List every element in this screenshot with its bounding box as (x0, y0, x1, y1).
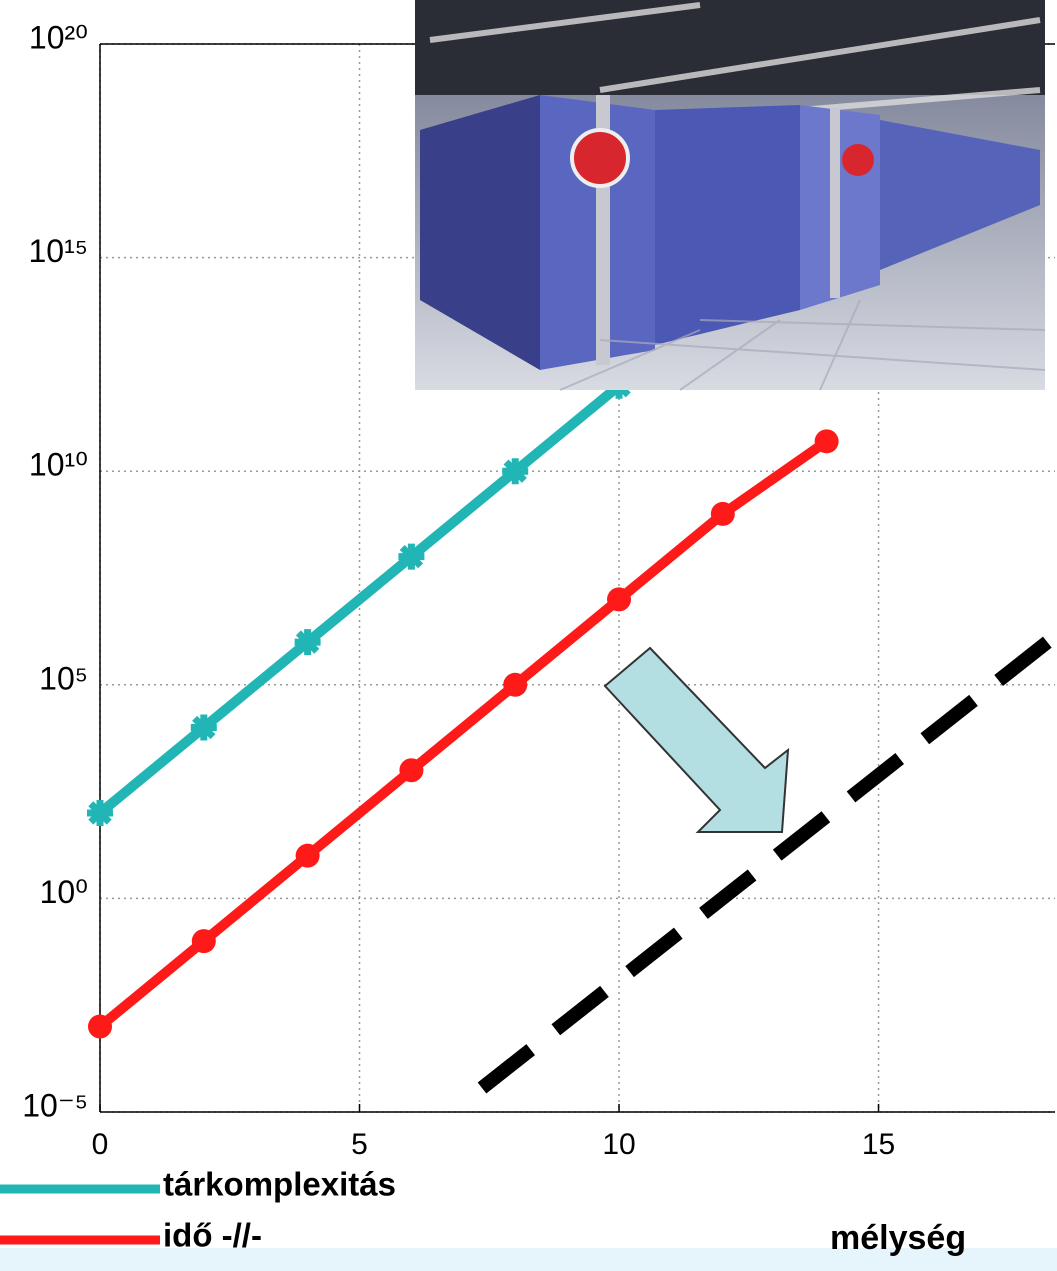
point (191, 715, 217, 741)
x-tick-label: 5 (351, 1128, 368, 1161)
point (503, 673, 527, 697)
point (607, 587, 631, 611)
point (815, 429, 839, 453)
point (88, 1015, 112, 1039)
y-tick-label: 10⁻⁵ (22, 1087, 88, 1123)
x-tick-label: 0 (92, 1128, 109, 1161)
point (711, 502, 735, 526)
photo (415, 0, 1045, 390)
y-tick-label: 10²⁰ (29, 19, 88, 55)
point (295, 629, 321, 655)
x-axis-label: mélység (830, 1219, 966, 1257)
point (296, 844, 320, 868)
point (398, 544, 424, 570)
y-tick-label: 10⁰ (40, 874, 88, 910)
legend-label: idő -//- (163, 1217, 262, 1254)
point (502, 458, 528, 484)
legend-label: tárkomplexitás (163, 1166, 396, 1203)
point (399, 758, 423, 782)
point (87, 800, 113, 826)
y-tick-label: 10¹⁵ (28, 233, 88, 269)
y-tick-label: 10⁵ (39, 660, 88, 696)
series-line (100, 386, 619, 813)
y-tick-label: 10¹⁰ (29, 447, 88, 483)
arrow (605, 648, 788, 832)
point (192, 929, 216, 953)
dashed-trend (482, 640, 1050, 1088)
x-tick-label: 15 (862, 1128, 895, 1161)
page: {"chart_data": {"type": "line", "x_label… (0, 0, 1057, 1271)
x-tick-label: 10 (602, 1128, 635, 1161)
chart: 10⁻⁵ 10⁰ 10⁵ 10¹⁰ 10¹⁵ 10²⁰ 0 5 10 15 mélység tár… (0, 0, 1057, 1271)
